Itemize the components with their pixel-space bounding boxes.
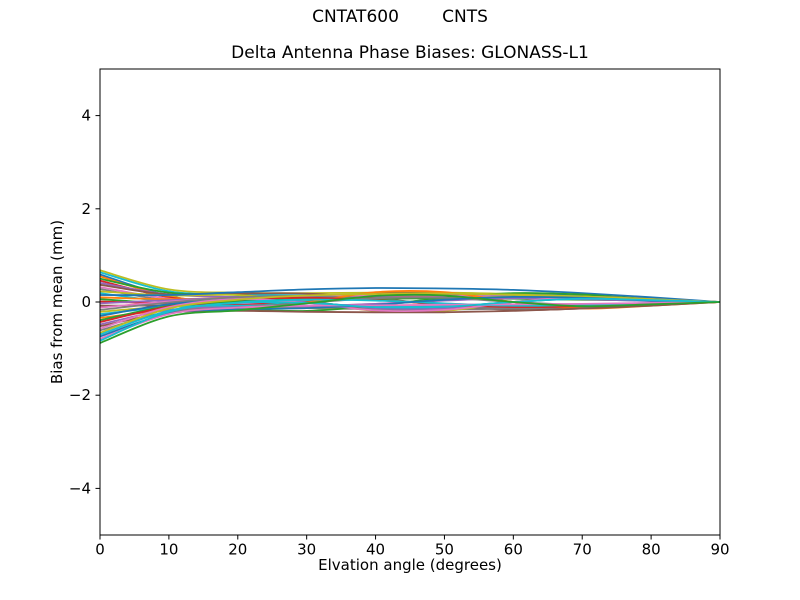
y-tick-label: 4 (81, 107, 91, 125)
y-axis-label: Bias from mean (mm) (48, 219, 66, 385)
y-tick-label: −4 (69, 479, 91, 497)
bias-line (99, 292, 721, 334)
x-tick-label: 40 (366, 541, 385, 559)
x-tick-label: 10 (159, 541, 178, 559)
x-tick-label: 20 (228, 541, 247, 559)
y-tick-label: 2 (81, 200, 91, 218)
x-tick-label: 0 (95, 541, 105, 559)
axes-frame (99, 68, 721, 536)
x-tick-label: 60 (504, 541, 523, 559)
x-tick-label: 30 (297, 541, 316, 559)
x-tick-label: 50 (435, 541, 454, 559)
x-tick-label: 70 (573, 541, 592, 559)
y-tick-label: 0 (81, 293, 91, 311)
x-tick-label: 90 (710, 541, 729, 559)
chart-title: Delta Antenna Phase Biases: GLONASS-L1 (231, 43, 589, 63)
figure-suptitle: CNTAT600 CNTS (312, 7, 488, 27)
y-tick-label: −2 (69, 386, 91, 404)
x-axis-label: Elvation angle (degrees) (318, 556, 502, 574)
series-group (99, 269, 721, 344)
ticks-group: 0 10 20 30 40 50 60 70 80 90 −4 −2 0 2 4 (69, 107, 730, 559)
bias-line (99, 293, 721, 344)
bias-line (99, 301, 721, 340)
bias-line (99, 287, 721, 303)
bias-line (99, 297, 721, 342)
x-tick-label: 80 (642, 541, 661, 559)
